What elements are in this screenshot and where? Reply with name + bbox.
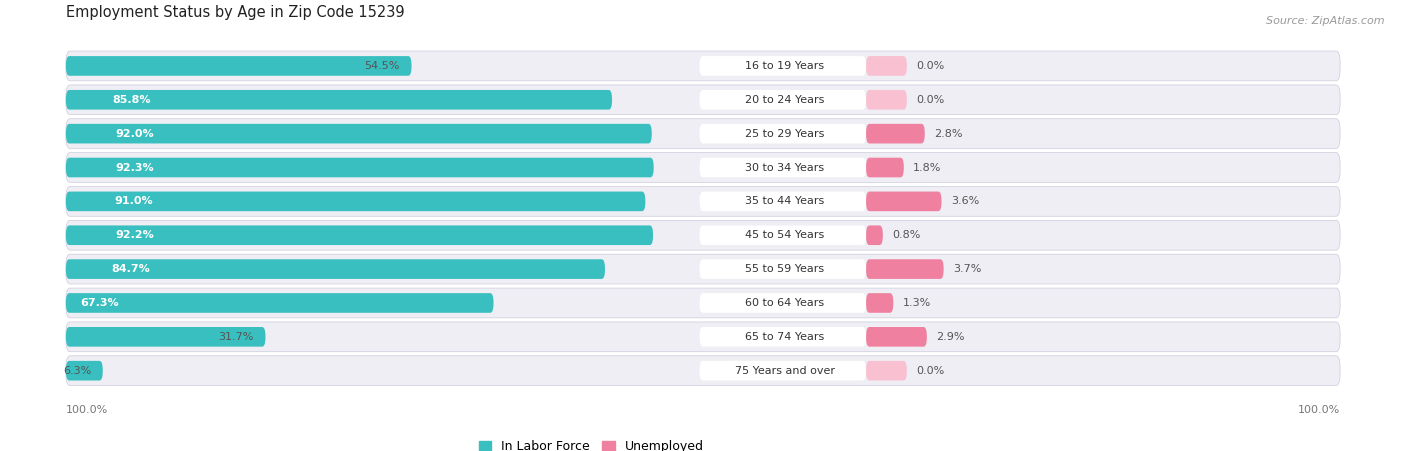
Text: 67.3%: 67.3%	[80, 298, 118, 308]
FancyBboxPatch shape	[700, 361, 866, 381]
FancyBboxPatch shape	[66, 322, 1340, 352]
FancyBboxPatch shape	[866, 327, 927, 347]
FancyBboxPatch shape	[66, 186, 1340, 216]
Text: 3.6%: 3.6%	[950, 196, 979, 207]
Text: 55 to 59 Years: 55 to 59 Years	[745, 264, 824, 274]
Text: 92.2%: 92.2%	[115, 230, 155, 240]
Text: 0.8%: 0.8%	[893, 230, 921, 240]
Text: 30 to 34 Years: 30 to 34 Years	[745, 162, 824, 173]
Text: 75 Years and over: 75 Years and over	[734, 366, 835, 376]
FancyBboxPatch shape	[866, 124, 925, 143]
FancyBboxPatch shape	[66, 158, 654, 177]
Text: 1.3%: 1.3%	[903, 298, 931, 308]
FancyBboxPatch shape	[66, 259, 605, 279]
FancyBboxPatch shape	[66, 56, 412, 76]
Text: 20 to 24 Years: 20 to 24 Years	[745, 95, 824, 105]
FancyBboxPatch shape	[66, 221, 1340, 250]
FancyBboxPatch shape	[866, 361, 907, 381]
FancyBboxPatch shape	[866, 90, 907, 110]
FancyBboxPatch shape	[66, 254, 1340, 284]
FancyBboxPatch shape	[700, 56, 866, 76]
Text: 2.9%: 2.9%	[936, 332, 965, 342]
Text: 35 to 44 Years: 35 to 44 Years	[745, 196, 824, 207]
FancyBboxPatch shape	[700, 259, 866, 279]
FancyBboxPatch shape	[66, 356, 1340, 386]
FancyBboxPatch shape	[700, 124, 866, 143]
FancyBboxPatch shape	[866, 158, 904, 177]
Text: 100.0%: 100.0%	[1298, 405, 1340, 414]
Text: 31.7%: 31.7%	[218, 332, 254, 342]
FancyBboxPatch shape	[700, 192, 866, 211]
FancyBboxPatch shape	[866, 56, 907, 76]
FancyBboxPatch shape	[866, 226, 883, 245]
FancyBboxPatch shape	[700, 158, 866, 177]
Text: 92.0%: 92.0%	[115, 129, 155, 138]
FancyBboxPatch shape	[700, 327, 866, 347]
Text: 3.7%: 3.7%	[953, 264, 981, 274]
FancyBboxPatch shape	[66, 192, 645, 211]
FancyBboxPatch shape	[700, 293, 866, 313]
Text: 100.0%: 100.0%	[66, 405, 108, 414]
Text: 25 to 29 Years: 25 to 29 Years	[745, 129, 824, 138]
Text: 45 to 54 Years: 45 to 54 Years	[745, 230, 824, 240]
Text: 65 to 74 Years: 65 to 74 Years	[745, 332, 824, 342]
Text: 54.5%: 54.5%	[364, 61, 399, 71]
FancyBboxPatch shape	[866, 259, 943, 279]
FancyBboxPatch shape	[66, 85, 1340, 115]
Text: 91.0%: 91.0%	[115, 196, 153, 207]
FancyBboxPatch shape	[866, 192, 942, 211]
FancyBboxPatch shape	[66, 361, 103, 381]
FancyBboxPatch shape	[66, 327, 266, 347]
Text: 1.8%: 1.8%	[912, 162, 942, 173]
Text: 6.3%: 6.3%	[63, 366, 91, 376]
Text: 0.0%: 0.0%	[917, 95, 945, 105]
FancyBboxPatch shape	[66, 119, 1340, 148]
Text: Employment Status by Age in Zip Code 15239: Employment Status by Age in Zip Code 152…	[66, 5, 405, 20]
Legend: In Labor Force, Unemployed: In Labor Force, Unemployed	[478, 440, 704, 451]
Text: 60 to 64 Years: 60 to 64 Years	[745, 298, 824, 308]
FancyBboxPatch shape	[700, 226, 866, 245]
Text: Source: ZipAtlas.com: Source: ZipAtlas.com	[1267, 16, 1385, 26]
Text: 0.0%: 0.0%	[917, 61, 945, 71]
Text: 0.0%: 0.0%	[917, 366, 945, 376]
Text: 16 to 19 Years: 16 to 19 Years	[745, 61, 824, 71]
FancyBboxPatch shape	[66, 288, 1340, 318]
FancyBboxPatch shape	[66, 152, 1340, 182]
FancyBboxPatch shape	[66, 226, 652, 245]
FancyBboxPatch shape	[700, 90, 866, 110]
FancyBboxPatch shape	[66, 293, 494, 313]
Text: 92.3%: 92.3%	[115, 162, 155, 173]
Text: 2.8%: 2.8%	[934, 129, 963, 138]
Text: 84.7%: 84.7%	[111, 264, 150, 274]
FancyBboxPatch shape	[66, 51, 1340, 81]
FancyBboxPatch shape	[66, 90, 612, 110]
FancyBboxPatch shape	[866, 293, 893, 313]
FancyBboxPatch shape	[66, 124, 652, 143]
Text: 85.8%: 85.8%	[112, 95, 150, 105]
